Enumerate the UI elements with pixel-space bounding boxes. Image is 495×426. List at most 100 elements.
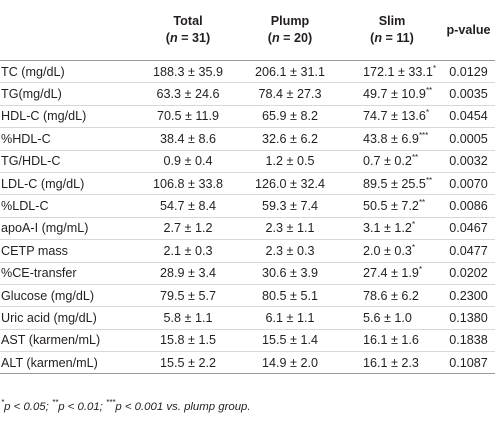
footnote-mark: ** bbox=[51, 398, 59, 408]
plump-cell: 14.9 ± 2.0 bbox=[238, 351, 342, 375]
column-name: Slim bbox=[378, 14, 406, 28]
p-value-cell: 0.0032 bbox=[442, 150, 495, 173]
table-row: HDL-C (mg/dL) 70.5 ± 11.9 65.9 ± 8.2 74.7 ±… bbox=[0, 105, 495, 129]
table-row: TG/HDL-C 0.9 ± 0.4 1.2 ± 0.5 0.7 ± 0.2** 0.0… bbox=[0, 150, 495, 173]
column-count: ( bbox=[165, 31, 170, 45]
total-cell: 38.4 ± 8.6 bbox=[138, 127, 238, 151]
p-value-cell: 0.0467 bbox=[442, 217, 495, 241]
table-row: Uric acid (mg/dL) 5.8 ± 1.1 6.1 ± 1.1 5.6 ±… bbox=[0, 306, 495, 330]
row-label: Glucose (mg/dL) bbox=[0, 284, 138, 308]
slim-value: 3.1 ± 1.2 bbox=[363, 221, 412, 236]
significance-mark: * bbox=[411, 220, 416, 230]
table-row: ALT (karmen/mL) 15.5 ± 2.2 14.9 ± 2.0 16.1 … bbox=[0, 351, 495, 375]
slim-cell: 16.1 ± 2.3 bbox=[342, 351, 442, 375]
plump-cell: 206.1 ± 31.1 bbox=[238, 60, 342, 84]
column-count: n bbox=[169, 31, 178, 45]
plump-cell: 126.0 ± 32.4 bbox=[238, 172, 342, 196]
total-cell: 106.8 ± 33.8 bbox=[138, 172, 238, 196]
p-value-cell: 0.0202 bbox=[442, 262, 495, 285]
table-row: %CE-transfer 28.9 ± 3.4 30.6 ± 3.9 27.4 ± 1… bbox=[0, 262, 495, 285]
row-label: TG(mg/dL) bbox=[0, 82, 138, 106]
total-cell: 2.7 ± 1.2 bbox=[138, 217, 238, 241]
slim-cell: 43.8 ± 6.9*** bbox=[342, 127, 442, 151]
row-label: TC (mg/dL) bbox=[0, 60, 138, 84]
footnote-mark: * bbox=[1, 398, 5, 408]
p-value-cell: 0.0129 bbox=[442, 60, 495, 84]
plump-cell: 65.9 ± 8.2 bbox=[238, 105, 342, 129]
footnote-text: p < 0.01; bbox=[58, 401, 107, 413]
footnote-text: p < 0.05; bbox=[4, 401, 52, 413]
plump-cell: 6.1 ± 1.1 bbox=[238, 306, 342, 330]
slim-cell: 74.7 ± 13.6* bbox=[342, 105, 442, 129]
total-cell: 70.5 ± 11.9 bbox=[138, 105, 238, 129]
plump-cell: 2.3 ± 0.3 bbox=[238, 239, 342, 263]
slim-value: 2.0 ± 0.3 bbox=[363, 243, 412, 258]
row-label: %LDL-C bbox=[0, 194, 138, 218]
slim-value: 16.1 ± 1.6 bbox=[363, 333, 419, 348]
plump-cell: 1.2 ± 0.5 bbox=[238, 150, 342, 173]
column-header: p-value bbox=[442, 0, 495, 61]
total-cell: 5.8 ± 1.1 bbox=[138, 306, 238, 330]
significance-mark: ** bbox=[418, 197, 426, 207]
total-cell: 79.5 ± 5.7 bbox=[138, 284, 238, 308]
p-value-cell: 0.0477 bbox=[442, 239, 495, 263]
total-cell: 54.7 ± 8.4 bbox=[138, 194, 238, 218]
table-header: Total (n = 31) Plump (n = 20) Slim (n = 11) p-… bbox=[0, 0, 495, 61]
p-value-cell: 0.2300 bbox=[442, 284, 495, 308]
table-row: Glucose (mg/dL) 79.5 ± 5.7 80.5 ± 5.1 78.6 … bbox=[0, 284, 495, 308]
table-body: TC (mg/dL) 188.3 ± 35.9 206.1 ± 31.1 172.1 … bbox=[0, 60, 495, 375]
column-header: Slim (n = 11) bbox=[342, 0, 442, 61]
significance-mark: * bbox=[411, 242, 416, 252]
row-label: TG/HDL-C bbox=[0, 150, 138, 173]
p-value-cell: 0.1380 bbox=[442, 306, 495, 330]
slim-value: 50.5 ± 7.2 bbox=[363, 199, 419, 214]
row-label: AST (karmen/mL) bbox=[0, 329, 138, 353]
column-count: n bbox=[271, 31, 280, 45]
slim-cell: 16.1 ± 1.6 bbox=[342, 329, 442, 353]
total-cell: 15.5 ± 2.2 bbox=[138, 351, 238, 375]
slim-cell: 89.5 ± 25.5** bbox=[342, 172, 442, 196]
column-name: Total bbox=[173, 14, 203, 28]
header-row: Total (n = 31) Plump (n = 20) Slim (n = 11) p-… bbox=[0, 0, 495, 61]
slim-value: 74.7 ± 13.6 bbox=[363, 109, 426, 124]
row-label: CETP mass bbox=[0, 239, 138, 263]
column-count: ( bbox=[267, 31, 272, 45]
table-row: AST (karmen/mL) 15.8 ± 1.5 15.5 ± 1.4 16.1 … bbox=[0, 329, 495, 353]
row-label: apoA-I (mg/mL) bbox=[0, 217, 138, 241]
row-label: LDL-C (mg/dL) bbox=[0, 172, 138, 196]
significance-mark: *** bbox=[418, 130, 429, 140]
column-name: p-value bbox=[446, 22, 491, 37]
slim-cell: 172.1 ± 33.1* bbox=[342, 60, 442, 84]
data-table: Total (n = 31) Plump (n = 20) Slim (n = 11) p-… bbox=[0, 0, 495, 375]
table-row: TC (mg/dL) 188.3 ± 35.9 206.1 ± 31.1 172.1 … bbox=[0, 60, 495, 84]
slim-cell: 27.4 ± 1.9* bbox=[342, 262, 442, 285]
total-cell: 2.1 ± 0.3 bbox=[138, 239, 238, 263]
slim-cell: 0.7 ± 0.2** bbox=[342, 150, 442, 173]
slim-value: 78.6 ± 6.2 bbox=[363, 288, 419, 303]
slim-cell: 78.6 ± 6.2 bbox=[342, 284, 442, 308]
slim-value: 16.1 ± 2.3 bbox=[363, 355, 419, 370]
slim-value: 49.7 ± 10.9 bbox=[363, 87, 426, 102]
plump-cell: 32.6 ± 6.2 bbox=[238, 127, 342, 151]
plump-cell: 2.3 ± 1.1 bbox=[238, 217, 342, 241]
table-row: %HDL-C 38.4 ± 8.6 32.6 ± 6.2 43.8 ± 6.9*** 0… bbox=[0, 127, 495, 151]
p-value-cell: 0.0086 bbox=[442, 194, 495, 218]
p-value-cell: 0.1087 bbox=[442, 351, 495, 375]
row-label: ALT (karmen/mL) bbox=[0, 351, 138, 375]
slim-value: 0.7 ± 0.2 bbox=[363, 154, 412, 169]
total-cell: 28.9 ± 3.4 bbox=[138, 262, 238, 285]
corner-cell bbox=[0, 0, 138, 61]
column-count: = 11) bbox=[382, 31, 414, 45]
footnote: *p < 0.05; **p < 0.01; ***p < 0.001 vs. … bbox=[1, 398, 251, 413]
column-name: Plump bbox=[270, 14, 310, 28]
row-label: HDL-C (mg/dL) bbox=[0, 105, 138, 129]
row-label: %CE-transfer bbox=[0, 262, 138, 285]
slim-value: 43.8 ± 6.9 bbox=[363, 131, 419, 146]
plump-cell: 78.4 ± 27.3 bbox=[238, 82, 342, 106]
footnote-text: p < 0.001 vs. plump group. bbox=[115, 401, 251, 413]
slim-cell: 2.0 ± 0.3* bbox=[342, 239, 442, 263]
significance-mark: ** bbox=[425, 85, 433, 95]
footnote-mark: *** bbox=[106, 398, 116, 408]
table-row: %LDL-C 54.7 ± 8.4 59.3 ± 7.4 50.5 ± 7.2** 0.… bbox=[0, 194, 495, 218]
